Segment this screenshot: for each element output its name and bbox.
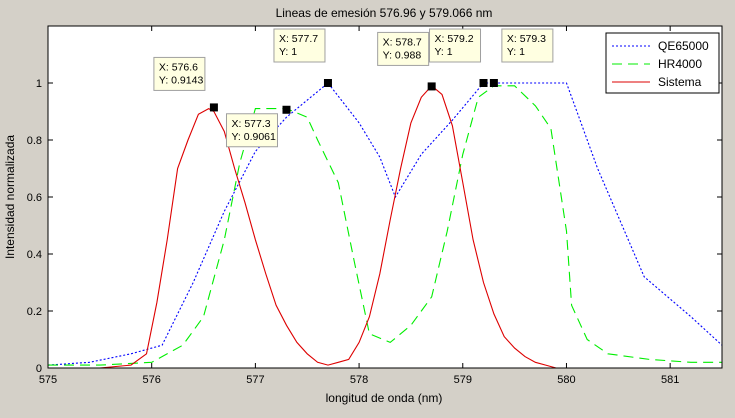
- datatip-text: X: 579.3: [507, 33, 546, 45]
- y-tick-label: 0: [36, 363, 42, 375]
- datatip-marker: [489, 79, 498, 87]
- x-tick-label: 580: [557, 374, 575, 386]
- x-tick-label: 578: [350, 374, 368, 386]
- series-line-hr4000: [48, 85, 722, 366]
- datatip[interactable]: X: 577.7Y: 1: [273, 28, 332, 87]
- datatip[interactable]: X: 579.2Y: 1: [429, 28, 488, 87]
- series-line-qe65000: [47, 82, 723, 366]
- chart-title: Lineas de emesión 576.96 y 579.066 nm: [276, 6, 493, 20]
- y-axis-label: Intensidad normalizada: [3, 135, 17, 259]
- datatip-box: [377, 31, 430, 66]
- x-tick-label: 581: [661, 374, 679, 386]
- datatip-box: [153, 56, 206, 91]
- y-tick-label: 0.8: [27, 135, 42, 147]
- curves-group: [47, 82, 723, 369]
- x-tick-label: 577: [246, 374, 264, 386]
- datatip-text: X: 576.6: [159, 61, 198, 73]
- series-line-sistema: [48, 85, 722, 369]
- datatip-text: X: 579.2: [435, 33, 474, 45]
- datatip-marker: [282, 105, 291, 114]
- x-axis-label: longitud de onda (nm): [326, 391, 443, 405]
- datatip-box: [429, 28, 482, 63]
- datatip-text: X: 577.7: [279, 33, 318, 45]
- datatip-box: [273, 28, 326, 63]
- datatip[interactable]: X: 577.3Y: 0.9061: [225, 105, 291, 148]
- datatip-marker: [479, 79, 488, 87]
- datatip-text: X: 578.7: [383, 36, 422, 48]
- y-tick-label: 0.2: [27, 306, 42, 318]
- datatip-text: Y: 1: [279, 46, 297, 58]
- x-tick-label: 576: [143, 374, 161, 386]
- datatip[interactable]: X: 576.6Y: 0.9143: [153, 56, 218, 112]
- axes-group: 575 576 577 578 579 580 581 0 0.2 0.4 0.6 0.8 1: [27, 26, 722, 386]
- datatip-marker: [427, 82, 436, 91]
- y-tick-label: 0.6: [27, 192, 42, 204]
- x-tick-label: 579: [454, 374, 472, 386]
- datatip-text: X: 577.3: [231, 118, 270, 130]
- datatip[interactable]: X: 579.3Y: 1: [489, 28, 554, 87]
- y-tick-label: 0.4: [27, 249, 42, 261]
- datatip-text: Y: 1: [435, 46, 453, 58]
- legend-label-qe65000: QE65000: [658, 39, 709, 53]
- datatip[interactable]: X: 578.7Y: 0.988: [377, 31, 436, 91]
- legend[interactable]: QE65000 HR4000 Sistema: [605, 32, 720, 94]
- y-tick-label: 1: [36, 78, 42, 90]
- datatip-marker: [323, 79, 332, 87]
- legend-label-sistema: Sistema: [658, 75, 702, 89]
- datatip-marker: [209, 103, 218, 112]
- x-tick-label: 575: [39, 374, 57, 386]
- datatip-box: [225, 113, 278, 148]
- datatip-box: [501, 28, 554, 63]
- datatip-text: Y: 0.9143: [159, 74, 204, 86]
- legend-box: [605, 32, 720, 94]
- datatip-text: Y: 1: [507, 46, 525, 58]
- datatip-text: Y: 0.9061: [231, 131, 276, 143]
- datatip-text: Y: 0.988: [383, 49, 422, 61]
- legend-label-hr4000: HR4000: [658, 57, 702, 71]
